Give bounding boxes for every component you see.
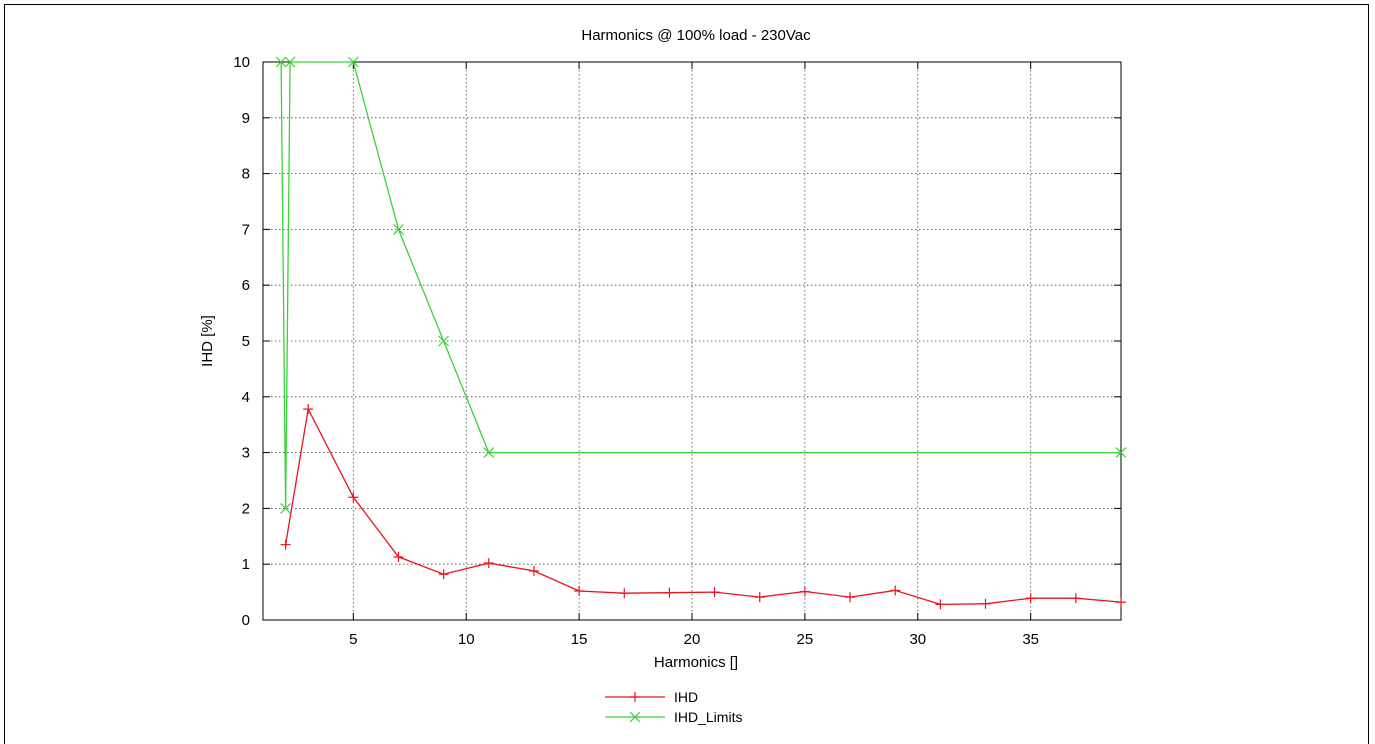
data-point (980, 598, 991, 609)
data-point (438, 569, 449, 580)
y-tick-label: 10 (233, 54, 250, 71)
data-point (284, 56, 296, 68)
data-point (1070, 593, 1081, 604)
y-tick-label: 5 (242, 333, 250, 350)
series-ihd (280, 404, 1126, 610)
y-tick-label: 4 (242, 389, 250, 406)
data-point (1115, 447, 1127, 459)
data-point (1025, 593, 1036, 604)
data-point (347, 56, 359, 68)
x-tick-label: 10 (458, 631, 475, 648)
legend-marker (630, 692, 640, 702)
data-point (619, 588, 630, 599)
axis-ticks: 5 10 15 20 25 30 35 0 1 2 3 4 5 6 7 8 9 10 (233, 54, 1121, 648)
data-point (574, 585, 585, 596)
y-axis-label: IHD [%] (199, 315, 216, 367)
data-point (483, 447, 495, 459)
x-tick-label: 5 (349, 631, 357, 648)
series-line (280, 61, 1121, 509)
grid (263, 62, 1121, 620)
legend-item: IHD_Limits (605, 709, 742, 725)
data-point (393, 223, 404, 235)
data-point (664, 587, 675, 598)
y-tick-label: 1 (242, 556, 250, 573)
data-point (438, 335, 450, 347)
data-point (799, 586, 810, 597)
x-tick-label: 20 (684, 631, 701, 648)
legend-marker (629, 711, 641, 723)
x-tick-label: 25 (797, 631, 814, 648)
x-axis-label: Harmonics [] (654, 654, 738, 671)
series (275, 56, 1127, 610)
x-tick-label: 15 (571, 631, 588, 648)
y-tick-label: 3 (242, 445, 250, 462)
series-ihd-limits (275, 56, 1127, 514)
data-point (393, 551, 404, 562)
y-tick-label: 6 (242, 277, 250, 294)
data-point (890, 585, 901, 596)
y-tick-label: 0 (242, 612, 250, 629)
legend-item: IHD (605, 689, 698, 705)
data-point (845, 592, 856, 603)
data-point (280, 539, 291, 550)
y-tick-label: 2 (242, 500, 250, 517)
data-point (348, 492, 359, 503)
y-tick-label: 8 (242, 166, 250, 183)
data-point (754, 592, 765, 603)
chart-title: Harmonics @ 100% load - 230Vac (581, 27, 811, 44)
series-line (284, 407, 1122, 606)
chart-frame (4, 4, 1369, 744)
x-tick-label: 30 (909, 631, 926, 648)
x-tick-label: 35 (1022, 631, 1039, 648)
y-tick-label: 9 (242, 110, 250, 127)
data-point (303, 404, 314, 415)
data-point (935, 599, 946, 610)
legend: IHD IHD_Limits (605, 689, 742, 725)
legend-label: IHD (674, 689, 698, 705)
data-point (483, 558, 494, 569)
data-point (709, 587, 720, 598)
data-point (280, 502, 292, 514)
y-tick-label: 7 (242, 221, 250, 238)
data-point (1116, 597, 1126, 608)
data-point (275, 56, 287, 68)
legend-label: IHD_Limits (674, 709, 742, 725)
data-point (528, 565, 539, 576)
